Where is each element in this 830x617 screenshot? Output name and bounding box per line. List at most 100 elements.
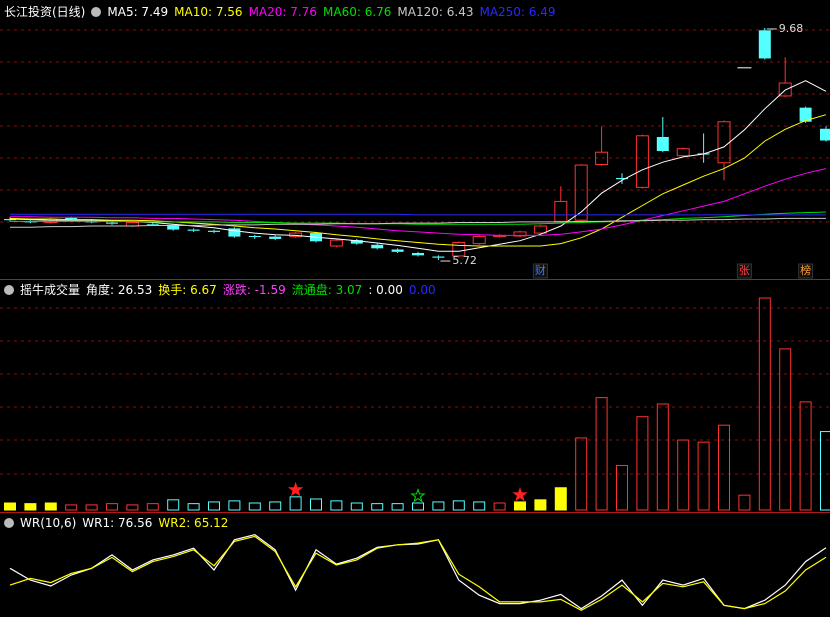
volume-bar — [493, 502, 506, 511]
indicator-value: 0.00 — [408, 283, 436, 297]
ma-legend: MA250: 6.49 — [479, 5, 556, 19]
volume-bar — [779, 348, 792, 511]
candle-body — [167, 224, 180, 230]
candle-body — [269, 236, 282, 239]
candle-body — [595, 151, 609, 166]
candle-body — [574, 164, 588, 221]
indicator-value: : 0.00 — [368, 283, 403, 297]
candle-body — [4, 219, 16, 221]
candle-body — [391, 249, 404, 252]
indicator-title: 摇牛成交量 — [20, 283, 81, 297]
volume-bar — [4, 502, 16, 511]
candle-body — [329, 239, 343, 247]
wr-header: WR(10,6) WR1: 76.56 WR2: 65.12 — [4, 514, 228, 532]
volume-bar — [656, 403, 669, 511]
price-annotation: 9.68 — [779, 22, 804, 35]
price-header: 长江投资(日线) MA5: 7.49 MA10: 7.56 MA20: 7.76 MA… — [4, 3, 556, 21]
wr-legend: WR2: 65.12 — [158, 516, 229, 530]
volume-bar — [289, 496, 302, 511]
menu-dot[interactable] — [4, 285, 14, 295]
volume-bar — [554, 487, 567, 511]
candle-body — [778, 82, 792, 97]
menu-dot[interactable] — [91, 7, 102, 17]
volume-bar — [350, 502, 363, 511]
volume-bar — [167, 499, 180, 511]
candle-body — [106, 222, 118, 224]
volume-bar — [248, 502, 261, 511]
volume-bar — [820, 431, 830, 511]
candle-body — [616, 177, 628, 180]
volume-bar — [106, 503, 118, 511]
price-annotation: 5.72 — [452, 254, 477, 267]
candle-body — [533, 225, 547, 234]
volume-bar — [636, 416, 649, 511]
signal-star — [512, 486, 528, 502]
ma-legend: MA5: 7.49 — [107, 5, 169, 19]
signal-star — [410, 487, 426, 503]
volume-bar — [718, 424, 730, 511]
menu-dot[interactable] — [4, 518, 14, 528]
ma-legend: MA20: 7.76 — [248, 5, 317, 19]
indicator-value: 角度: 26.53 — [86, 283, 153, 297]
volume-bar — [452, 500, 465, 511]
grid — [0, 29, 830, 513]
volume-bar — [412, 502, 424, 511]
candle-body — [146, 224, 159, 226]
event-marker[interactable]: 榜 — [800, 263, 811, 277]
volume-bar — [126, 504, 139, 511]
event-box — [736, 263, 752, 279]
ma-line — [10, 168, 827, 236]
ma-line — [10, 217, 826, 228]
candle-body — [412, 253, 424, 256]
candle-body — [472, 236, 486, 245]
ma-legend: MA120: 6.43 — [397, 5, 474, 19]
volume-bar — [616, 464, 628, 511]
indicator-value: 涨跌: -1.59 — [222, 283, 286, 297]
candle-body — [717, 121, 731, 164]
candle-body — [554, 200, 568, 222]
stock-title: 长江投资(日线) — [4, 5, 86, 19]
candle-body — [350, 240, 363, 244]
candle-body — [656, 136, 669, 152]
ma-legend: MA10: 7.56 — [174, 5, 243, 19]
event-box — [532, 263, 548, 279]
volume-bar — [514, 501, 526, 511]
volume-bar — [208, 501, 220, 511]
volume-bar — [146, 503, 159, 511]
indicator-title: WR(10,6) — [20, 516, 77, 530]
volume-bar — [758, 297, 771, 511]
wr-line — [9, 535, 827, 611]
volume-bar — [330, 500, 343, 511]
event-marker[interactable]: 张 — [739, 264, 750, 277]
volume-bar — [595, 397, 608, 511]
volume-bar — [269, 501, 282, 511]
candle-body — [799, 107, 812, 122]
volume-bar — [228, 500, 241, 511]
event-marker[interactable]: 财 — [535, 263, 546, 277]
ma-line — [10, 211, 827, 225]
candle-body — [371, 244, 384, 249]
volume-bar — [575, 437, 588, 511]
candle-body — [820, 128, 830, 141]
candle-body — [432, 256, 445, 258]
candle-body — [228, 228, 241, 237]
volume-bar — [799, 401, 812, 511]
volume-bar — [677, 439, 690, 511]
candle-body — [635, 135, 649, 188]
candle-body — [452, 241, 466, 257]
candle-body — [208, 230, 220, 232]
volume-bar — [473, 501, 486, 511]
volume-bar — [310, 498, 322, 511]
volume-bar — [85, 504, 98, 511]
indicator-value: 流通盘: 3.07 — [291, 283, 363, 297]
wr-line — [9, 534, 827, 610]
signal-star — [287, 481, 304, 497]
wr-legend: WR1: 76.56 — [82, 516, 153, 530]
volume-bar — [738, 494, 751, 511]
candle-body — [65, 217, 78, 220]
volume-bar — [432, 501, 445, 511]
ma-line — [9, 114, 827, 247]
volume-header: 摇牛成交量 角度: 26.53 换手: 6.67 涨跌: -1.59 流通盘: 3.0… — [4, 281, 436, 299]
